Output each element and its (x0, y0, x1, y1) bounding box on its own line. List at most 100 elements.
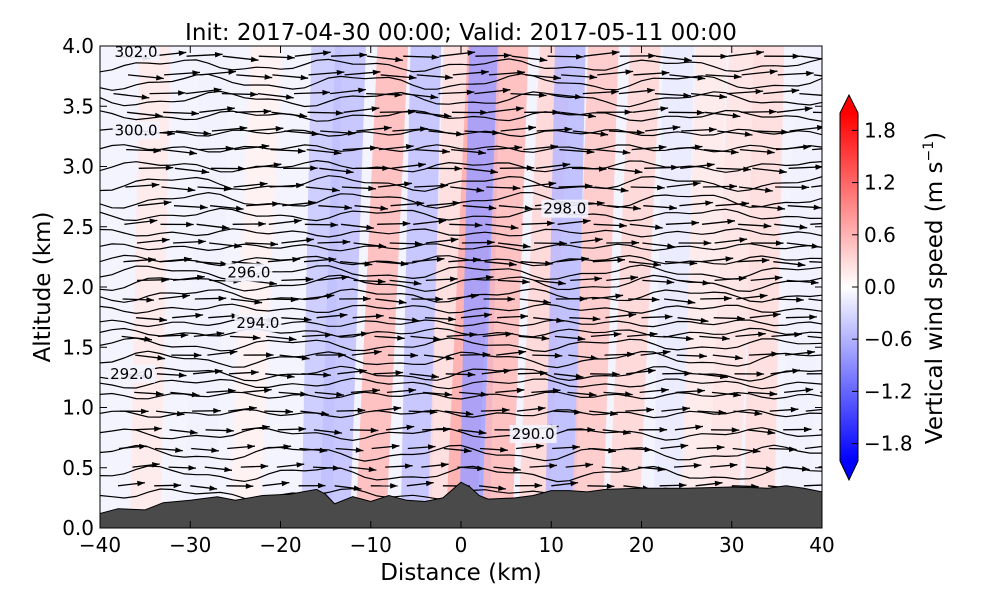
wind-arrow-head (141, 94, 150, 100)
wind-arrow-head (197, 274, 205, 281)
wind-arrow-head (263, 108, 272, 115)
contour-label-bg (112, 121, 160, 140)
wind-arrow-head (149, 218, 158, 224)
wind-arrow-head (341, 274, 350, 281)
x-tick-label: 0 (455, 533, 468, 557)
wind-arrow-head (238, 165, 246, 172)
wind-arrow-head (829, 371, 837, 377)
wind-arrow-head (161, 237, 170, 243)
wind-arrow (807, 335, 822, 339)
wind-arrow-head (503, 368, 512, 374)
wind-arrow-head (524, 205, 533, 211)
wind-arrow-head (759, 293, 768, 299)
wind-arrow-head (155, 391, 164, 397)
wind-arrow-head (729, 462, 738, 469)
wind-arrow-head (636, 129, 645, 136)
colorbar-tick-label: −1.8 (864, 432, 913, 456)
wind-arrow-head (470, 293, 479, 299)
wind-arrow-head (153, 147, 162, 154)
wind-arrow-head (794, 331, 802, 338)
y-tick-label: 4.0 (62, 34, 94, 58)
wind-arrow-head (733, 391, 741, 398)
colorbar-tick-label: 1.2 (864, 171, 896, 195)
x-tick-label: −20 (259, 533, 301, 557)
wind-arrow-head (696, 109, 705, 116)
wind-arrow-head (435, 296, 443, 302)
wind-arrow-head (553, 74, 561, 81)
wind-arrow-head (577, 335, 586, 342)
wind-arrow-head (631, 240, 640, 246)
wind-arrow-head (714, 480, 723, 487)
wind-arrow-head (148, 257, 156, 263)
wind-arrow-head (792, 53, 801, 59)
wind-arrow-head (691, 220, 699, 226)
wind-arrow-head (373, 349, 382, 356)
wind-arrow-head (184, 256, 192, 263)
wind-arrow-head (584, 183, 593, 189)
wind-arrow-head (803, 144, 811, 150)
wind-arrow-head (737, 315, 745, 322)
wind-arrow-head (297, 148, 306, 154)
wind-arrow-head (744, 131, 753, 137)
wind-band (129, 46, 171, 528)
wind-arrow-head (420, 126, 428, 132)
wind-arrow-head (408, 74, 417, 81)
wind-arrow-head (444, 391, 453, 397)
wind-arrow-head (813, 204, 822, 211)
wind-arrow-head (248, 405, 257, 412)
wind-arrow-head (700, 317, 709, 324)
wind-arrow-head (585, 462, 593, 468)
wind-arrow (812, 148, 822, 151)
wind-arrow-head (765, 187, 773, 193)
x-axis: −40 −30 −20 −10 0 10 20 30 40 (79, 46, 835, 557)
wind-arrow-head (664, 314, 673, 320)
wind-arrow-head (333, 149, 342, 156)
wind-arrow-head (543, 299, 551, 305)
wind-arrow-head (487, 239, 495, 246)
wind-arrow-head (139, 443, 147, 450)
wind-arrow-head (227, 106, 235, 112)
wind-arrow-head (518, 349, 527, 356)
wind-arrow-head (662, 349, 671, 356)
wind-arrow-head (633, 205, 641, 211)
wind-arrow-head (414, 241, 423, 247)
x-tick-label: −10 (350, 533, 392, 557)
wind-arrow-head (272, 201, 280, 207)
wind-arrow-head (799, 224, 808, 230)
wind-arrow-head (729, 183, 737, 190)
colorbar-label-sup: −1 (921, 141, 937, 162)
wind-arrow-head (769, 69, 778, 75)
wind-arrow-head (528, 125, 536, 131)
wind-arrow (810, 222, 822, 225)
wind-arrow-head (724, 295, 732, 302)
wind-arrow-head (192, 70, 200, 76)
wind-arrow-head (300, 391, 308, 397)
wind-arrow-head (400, 260, 409, 267)
wind-arrow-head (175, 447, 183, 453)
wind-arrow-head (368, 185, 376, 192)
wind-arrow (799, 92, 822, 96)
wind-arrow-head (806, 70, 814, 77)
wind-arrow-head (288, 336, 297, 342)
wind-arrow-head (500, 447, 508, 453)
wind-arrow-head (397, 335, 405, 341)
wind-arrow-head (355, 447, 364, 453)
wind-arrow-head (331, 187, 340, 193)
wind-arrow-head (683, 92, 691, 99)
wind-arrow-head (498, 485, 506, 491)
wind-arrow-head (405, 144, 414, 150)
wind-arrow-head (771, 351, 779, 357)
y-axis: 0.0 0.5 1.0 1.5 2.0 2.5 3.0 3.5 4.0 (62, 34, 822, 540)
wind-arrow-head (627, 351, 635, 358)
contour-label: 298.0 (543, 200, 586, 218)
wind-arrow-head (738, 275, 747, 282)
wind-arrow-head (832, 299, 840, 304)
wind-arrow-head (425, 480, 434, 487)
wind-arrow-head (250, 91, 258, 98)
wind-arrow-head (772, 312, 781, 318)
contour-line (100, 350, 822, 369)
wind-arrow-head (262, 424, 270, 431)
wind-arrow-head (290, 296, 299, 303)
wind-arrow-head (828, 93, 836, 99)
wind-arrow-head (661, 70, 670, 76)
